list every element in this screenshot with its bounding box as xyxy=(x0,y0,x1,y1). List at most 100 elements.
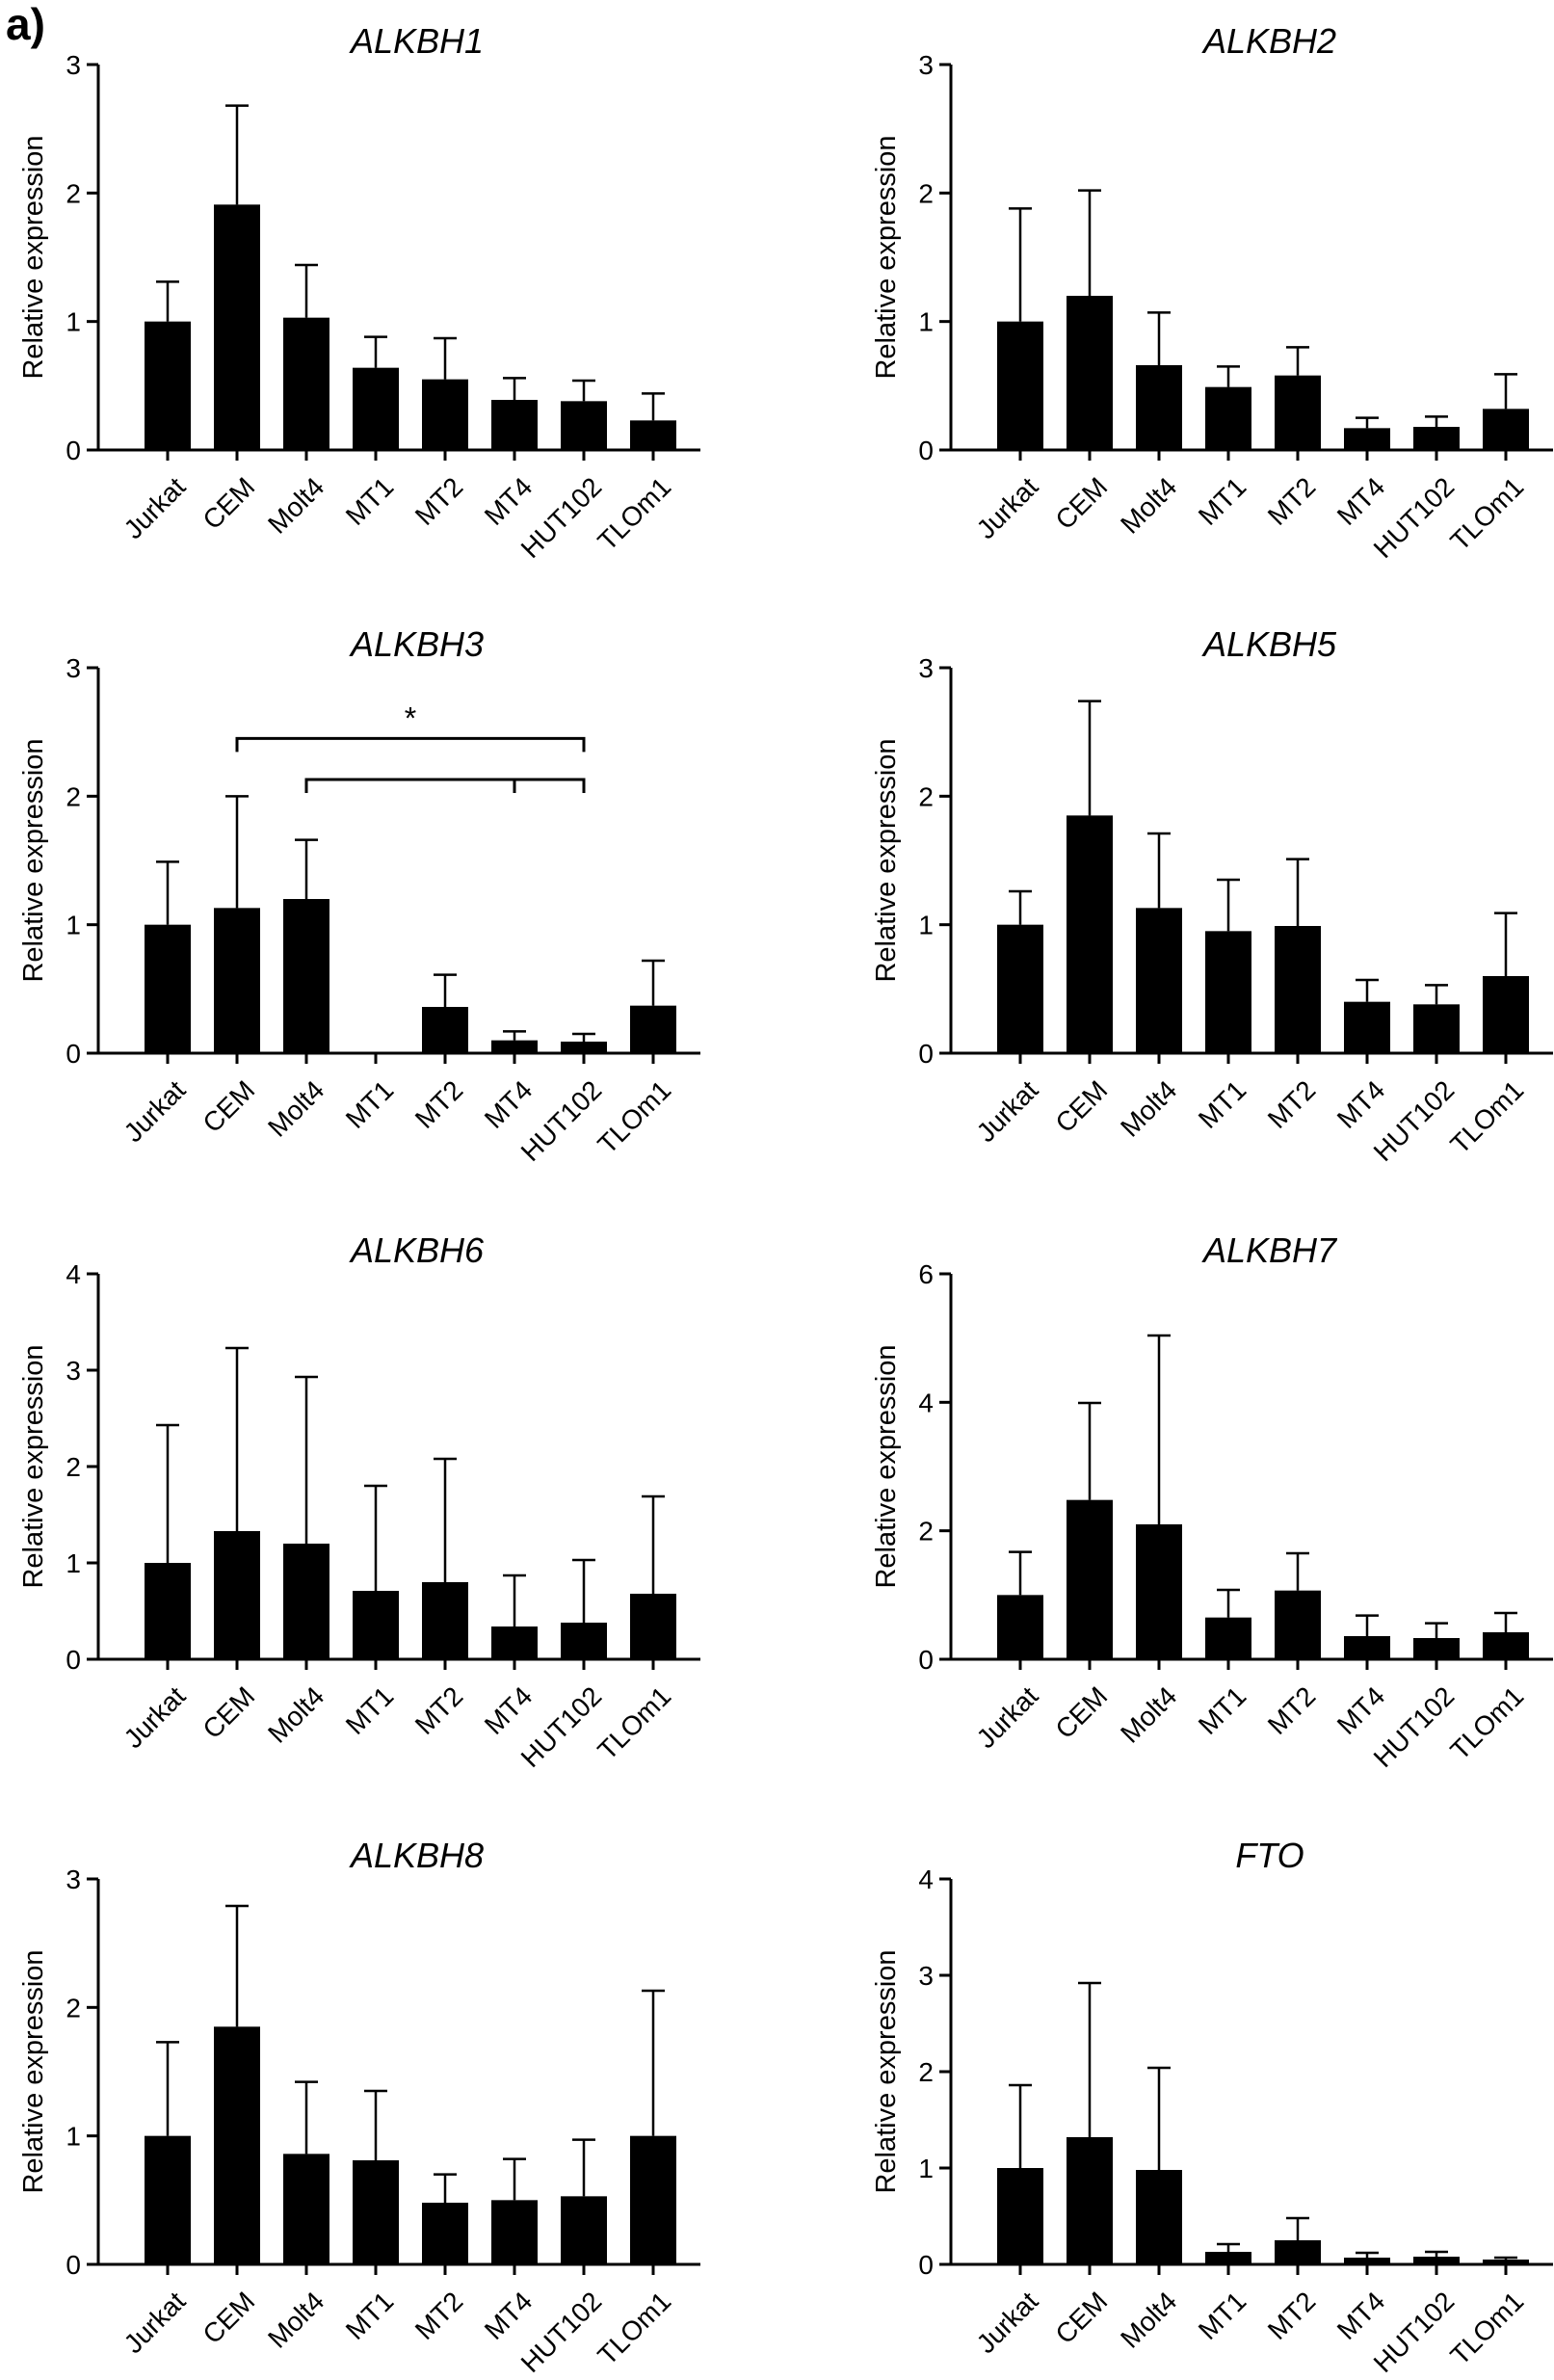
chart-title: ALKBH8 xyxy=(349,1836,484,1875)
bar-cem xyxy=(214,908,260,1053)
x-tick-label: TLOm1 xyxy=(1444,2286,1529,2370)
bar-mt2 xyxy=(422,1007,468,1053)
x-tick-label: Jurkat xyxy=(971,2286,1044,2359)
y-tick-label: 2 xyxy=(918,1517,934,1547)
x-tick-label: MT4 xyxy=(1331,471,1391,531)
chart-panel-2: ALKBH2 Relative expression 0 1 2 3 Jurkat CEM Mo… xyxy=(871,21,1553,564)
bar-molt4 xyxy=(1136,908,1182,1053)
bar-mt2 xyxy=(1275,2240,1321,2264)
y-tick-label: 1 xyxy=(66,911,81,940)
x-tick-label: Jurkat xyxy=(971,471,1044,544)
bar-mt2 xyxy=(422,2203,468,2264)
chart-panel-1: ALKBH1 Relative expression 0 1 2 3 Jurkat CEM Mo… xyxy=(18,21,700,564)
y-tick-label: 2 xyxy=(66,781,81,811)
bar-mt1 xyxy=(353,2160,399,2264)
bar-cem xyxy=(1067,2137,1113,2264)
y-tick-label: 1 xyxy=(918,2154,934,2183)
bar-hut102 xyxy=(561,1623,607,1659)
y-axis-label: Relative expression xyxy=(871,1344,902,1588)
bar-mt1 xyxy=(1205,386,1251,450)
bar-tlom1 xyxy=(630,1005,676,1053)
x-tick-label: Jurkat xyxy=(119,1074,192,1148)
bar-mt2 xyxy=(422,379,468,450)
bar-hut102 xyxy=(561,1042,607,1053)
y-tick-label: 0 xyxy=(66,1039,81,1069)
bar-mt4 xyxy=(491,400,538,450)
x-tick-label: MT4 xyxy=(1331,2286,1391,2345)
bar-mt2 xyxy=(1275,1590,1321,1659)
significance-bracket xyxy=(235,736,586,753)
x-tick-label: MT2 xyxy=(1262,1074,1322,1134)
y-tick-label: 0 xyxy=(66,1645,81,1675)
chart-title: ALKBH3 xyxy=(349,624,484,664)
x-tick-label: MT4 xyxy=(479,2286,539,2345)
y-tick-label: 3 xyxy=(918,50,934,80)
bar-molt4 xyxy=(1136,2170,1182,2264)
x-tick-label: MT1 xyxy=(340,471,400,531)
y-tick-label: 3 xyxy=(66,1864,81,1894)
y-tick-label: 1 xyxy=(918,911,934,940)
x-tick-label: MT1 xyxy=(1193,1074,1252,1134)
y-tick-label: 2 xyxy=(66,178,81,208)
bar-mt1 xyxy=(353,1591,399,1659)
bar-tlom1 xyxy=(1483,976,1529,1053)
bar-mt2 xyxy=(1275,375,1321,450)
y-tick-label: 2 xyxy=(66,1452,81,1482)
x-tick-label: MT4 xyxy=(1331,1680,1391,1740)
x-tick-label: MT1 xyxy=(1193,1680,1252,1740)
bar-jurkat xyxy=(145,2135,191,2264)
chart-title: FTO xyxy=(1235,1836,1304,1875)
bar-mt1 xyxy=(353,367,399,450)
bar-molt4 xyxy=(283,317,329,450)
x-tick-label: MT2 xyxy=(409,471,469,531)
bar-molt4 xyxy=(1136,365,1182,450)
x-tick-label: CEM xyxy=(1049,1074,1113,1138)
bar-cem xyxy=(214,1531,260,1659)
y-tick-label: 3 xyxy=(66,1356,81,1386)
x-tick-label: TLOm1 xyxy=(592,1680,676,1765)
x-tick-label: Molt4 xyxy=(262,471,329,539)
y-tick-label: 4 xyxy=(918,1388,934,1417)
x-tick-label: MT1 xyxy=(1193,2286,1252,2345)
x-tick-label: CEM xyxy=(1049,471,1113,535)
bar-hut102 xyxy=(1413,1004,1460,1053)
bar-jurkat xyxy=(997,2168,1043,2264)
x-tick-label: Jurkat xyxy=(971,1074,1044,1148)
bar-jurkat xyxy=(145,321,191,450)
y-tick-label: 1 xyxy=(66,307,81,337)
chart-panel-6: ALKBH7 Relative expression 0 2 4 6 Jurkat CEM Mo… xyxy=(871,1230,1553,1773)
y-tick-label: 1 xyxy=(918,307,934,337)
x-tick-label: TLOm1 xyxy=(1444,1680,1529,1765)
x-tick-label: Jurkat xyxy=(971,1680,1044,1754)
bar-cem xyxy=(214,2026,260,2264)
x-tick-label: TLOm1 xyxy=(592,471,676,556)
y-axis-label: Relative expression xyxy=(871,738,902,982)
x-tick-label: Molt4 xyxy=(1115,2286,1182,2353)
bar-tlom1 xyxy=(630,2135,676,2264)
x-tick-label: MT4 xyxy=(479,471,539,531)
bar-hut102 xyxy=(561,401,607,450)
x-tick-label: MT2 xyxy=(1262,471,1322,531)
x-tick-label: MT1 xyxy=(1193,471,1252,531)
bar-jurkat xyxy=(997,1595,1043,1659)
y-tick-label: 2 xyxy=(918,178,934,208)
bar-mt1 xyxy=(1205,1617,1251,1659)
bar-tlom1 xyxy=(630,420,676,450)
bar-mt4 xyxy=(1344,1636,1390,1659)
y-axis-label: Relative expression xyxy=(18,738,49,982)
bar-mt1 xyxy=(1205,931,1251,1053)
bar-cem xyxy=(1067,296,1113,450)
bar-molt4 xyxy=(283,899,329,1053)
significance-label: * xyxy=(405,701,416,735)
chart-panel-3: ALKBH3 Relative expression 0 1 2 3 Jurkat CEM Mo… xyxy=(18,624,700,1167)
x-tick-label: MT4 xyxy=(1331,1074,1391,1134)
x-tick-label: CEM xyxy=(1049,1680,1113,1744)
bar-molt4 xyxy=(1136,1524,1182,1659)
x-tick-label: TLOm1 xyxy=(1444,471,1529,556)
x-tick-label: Molt4 xyxy=(1115,1074,1182,1142)
x-tick-label: Molt4 xyxy=(262,2286,329,2353)
y-tick-label: 3 xyxy=(66,50,81,80)
x-tick-label: CEM xyxy=(197,2286,260,2349)
bar-mt4 xyxy=(491,2200,538,2264)
